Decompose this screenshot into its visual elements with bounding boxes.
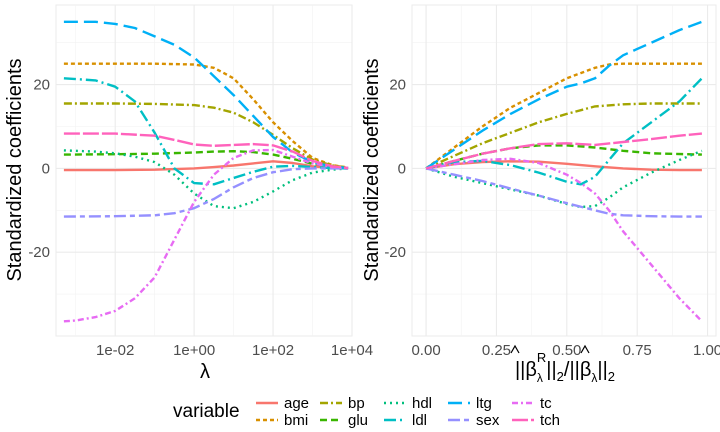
right-y-tick-label: 0: [398, 160, 406, 177]
legend-title: variable: [173, 401, 240, 422]
right-series-tch: [425, 132, 703, 170]
right-panel: -20 0 20 0.00 0.25 0.50 0.75 1.00 Standardized…: [361, 4, 720, 385]
left-y-ticks: -20 0 20: [28, 77, 50, 262]
right-x-tick-label: 0.50: [552, 342, 581, 359]
right-y-tick-label: 20: [389, 77, 406, 94]
right-x-tick-label: 0.25: [482, 342, 511, 359]
left-grid-minor: [56, 5, 352, 336]
beta-hat-icon: [580, 344, 590, 354]
right-series-ldl: [425, 77, 703, 186]
right-grid-minor: [412, 5, 716, 336]
beta-hat-icon: [510, 344, 520, 354]
right-y-ticks: -20 0 20: [384, 77, 406, 262]
left-series-bmi: [63, 62, 349, 169]
right-series-bmi: [425, 62, 702, 170]
right-series-glu: [425, 144, 702, 170]
left-series-sex: [63, 167, 349, 218]
legend-label-sex: sex: [476, 412, 500, 429]
right-series-age: [425, 160, 702, 172]
right-series-tc: [425, 157, 703, 323]
right-series-sex: [425, 167, 702, 218]
left-y-axis-label: Standardized coefficients: [4, 58, 26, 281]
right-y-axis-label: Standardized coefficients: [361, 58, 383, 281]
right-x-tick-label: 0.75: [623, 342, 652, 359]
legend-label-hdl: hdl: [412, 395, 432, 412]
left-series-layer: [63, 20, 349, 323]
legend-label-ltg: ltg: [476, 395, 492, 412]
legend-label-glu: glu: [348, 412, 368, 429]
left-x-axis-label: λ: [200, 361, 210, 383]
right-series-ltg: [425, 20, 703, 170]
right-series-layer: [425, 20, 703, 323]
left-panel: -20 0 20 1e-02 1e+00 1e+02 1e+04 λ Standardiz…: [4, 4, 373, 383]
legend-label-bp: bp: [348, 395, 365, 412]
right-y-tick-label: -20: [384, 244, 406, 261]
legend-label-bmi: bmi: [284, 412, 308, 429]
legend-label-tch: tch: [540, 412, 560, 429]
left-x-tick-label: 1e+02: [252, 342, 294, 359]
right-x-tick-label: 1.00: [693, 342, 720, 359]
left-x-tick-label: 1e+04: [331, 342, 373, 359]
left-x-tick-label: 1e-02: [96, 342, 134, 359]
left-y-tick-label: -20: [28, 244, 50, 261]
legend-label-age: age: [284, 395, 309, 412]
right-grid-major: [412, 5, 716, 336]
left-series-tch: [63, 132, 349, 170]
right-x-tick-label: 0.00: [411, 342, 440, 359]
right-x-ticks: 0.00 0.25 0.50 0.75 1.00: [411, 342, 720, 359]
left-series-ltg: [63, 20, 349, 170]
left-series-bp: [63, 102, 349, 169]
left-series-hdl: [63, 149, 349, 210]
legend-label-tc: tc: [540, 395, 552, 412]
left-series-ldl: [63, 77, 349, 186]
left-y-tick-label: 20: [33, 77, 50, 94]
left-y-tick-label: 0: [42, 160, 50, 177]
left-series-tc: [63, 148, 349, 323]
left-x-tick-label: 1e+00: [173, 342, 215, 359]
left-series-glu: [63, 150, 349, 170]
left-x-ticks: 1e-02 1e+00 1e+02 1e+04: [96, 342, 373, 359]
legend-label-ldl: ldl: [412, 412, 427, 429]
